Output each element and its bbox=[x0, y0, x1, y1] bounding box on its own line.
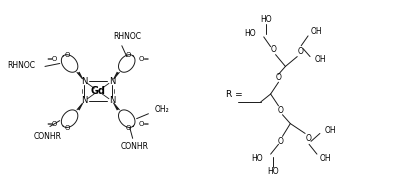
Text: OH: OH bbox=[310, 28, 322, 36]
Text: N: N bbox=[81, 96, 88, 105]
Text: OH: OH bbox=[319, 154, 331, 163]
Text: HO: HO bbox=[251, 154, 262, 163]
Text: O: O bbox=[277, 137, 283, 146]
Text: OH₂: OH₂ bbox=[154, 105, 169, 114]
Text: O: O bbox=[275, 73, 281, 82]
Text: R =: R = bbox=[226, 90, 242, 99]
Text: =O: =O bbox=[46, 121, 58, 127]
Polygon shape bbox=[77, 101, 84, 110]
Text: N: N bbox=[81, 77, 88, 86]
Text: CONHR: CONHR bbox=[34, 132, 62, 141]
Text: O: O bbox=[304, 134, 310, 143]
Text: OH: OH bbox=[314, 55, 326, 64]
Text: CONHR: CONHR bbox=[120, 142, 148, 151]
Text: Gd: Gd bbox=[90, 86, 105, 96]
Polygon shape bbox=[112, 101, 119, 110]
Text: N: N bbox=[109, 96, 115, 105]
Text: O: O bbox=[297, 47, 302, 56]
Text: O: O bbox=[65, 125, 70, 130]
Text: RHNOC: RHNOC bbox=[7, 61, 35, 70]
Polygon shape bbox=[112, 72, 119, 81]
Text: =O: =O bbox=[46, 56, 58, 62]
Text: O=: O= bbox=[138, 56, 150, 62]
Text: O: O bbox=[277, 106, 283, 115]
Text: OH: OH bbox=[324, 126, 336, 135]
Text: O: O bbox=[270, 45, 276, 54]
Text: N: N bbox=[109, 77, 115, 86]
Text: HO: HO bbox=[244, 29, 255, 38]
Text: O: O bbox=[126, 52, 131, 58]
Polygon shape bbox=[77, 72, 84, 81]
Text: HO: HO bbox=[266, 167, 278, 176]
Text: O: O bbox=[65, 52, 70, 58]
Text: O: O bbox=[126, 125, 131, 130]
Text: O=: O= bbox=[138, 121, 150, 127]
Text: HO: HO bbox=[259, 15, 271, 24]
Text: RHNOC: RHNOC bbox=[112, 32, 140, 41]
